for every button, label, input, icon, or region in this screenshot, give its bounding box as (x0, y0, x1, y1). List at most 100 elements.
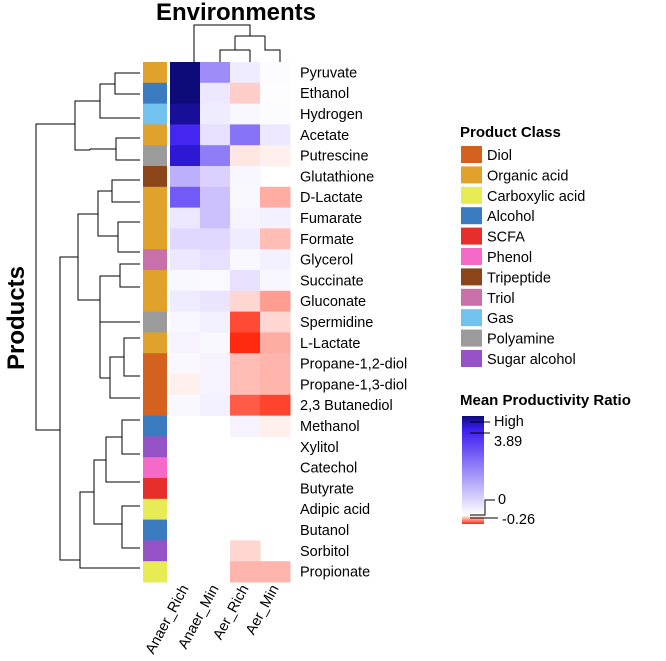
heatmap-cell (260, 270, 291, 292)
color-scale-bar (462, 416, 484, 524)
heatmap-cell (200, 394, 231, 417)
heatmap-cell (260, 332, 291, 354)
heatmap-cell (170, 166, 201, 188)
heatmap-cell (230, 124, 261, 146)
class-strip-cell (143, 332, 167, 354)
heatmap-cell (260, 311, 291, 333)
heatmap-cell (170, 311, 201, 333)
row-label: Glycerol (300, 253, 353, 269)
heatmap-cell (260, 374, 291, 396)
row-label: Pyruvate (300, 65, 357, 81)
heatmap-cell (260, 249, 291, 271)
color-scale-title: Mean Productivity Ratio (460, 392, 631, 409)
heatmap-cell (260, 145, 291, 167)
heatmap-cell (260, 353, 291, 375)
class-legend-title: Product Class (460, 124, 561, 141)
heatmap-cell (230, 270, 261, 292)
heatmap-cell (260, 290, 291, 313)
class-legend-swatch (461, 309, 482, 327)
row-labels: Pyruvate Ethanol Hydrogen Acetate Putrescine… (300, 65, 407, 580)
row-label: Succinate (300, 273, 364, 289)
heatmap-cell (230, 249, 261, 271)
class-legend-label: Sugar alcohol (487, 352, 576, 368)
heatmap-cells (170, 62, 291, 583)
row-label: Fumarate (300, 211, 362, 227)
heatmap-cell (260, 228, 291, 250)
row-label: Catechol (300, 461, 357, 477)
class-strip-cell (143, 311, 167, 333)
class-strip-cell (143, 82, 167, 105)
heatmap-cell (230, 186, 261, 209)
class-strip-cell (143, 290, 167, 313)
row-label: Formate (300, 232, 354, 248)
heatmap-cell (170, 145, 201, 167)
class-strip-cell (143, 145, 167, 167)
row-label: Spermidine (300, 315, 373, 331)
class-strip-cell (143, 166, 167, 188)
heatmap-cell (200, 207, 231, 229)
row-label: Propionate (300, 565, 370, 581)
heatmap-cell (200, 249, 231, 271)
heatmap-cell (200, 82, 231, 105)
class-strip-cell (143, 124, 167, 146)
class-legend-swatch (461, 146, 482, 163)
class-strip-cell (143, 103, 167, 125)
heatmap-cell (170, 249, 201, 271)
scale-label-max: 3.89 (494, 434, 522, 450)
row-label: Sorbitol (300, 544, 349, 560)
heatmap-cell (200, 332, 231, 354)
class-strip-cell (143, 561, 167, 583)
row-label: Propane-1,2-diol (300, 357, 407, 373)
class-legend-label: Polyamine (487, 332, 555, 348)
class-strip-cell (143, 519, 167, 541)
row-label: Acetate (300, 128, 349, 144)
heatmap-cell (230, 561, 261, 583)
class-strip-cell (143, 374, 167, 396)
heatmap-cell (200, 228, 231, 250)
heatmap-cell (230, 415, 261, 437)
class-strip-cell (143, 394, 167, 417)
heatmap-cell (200, 62, 231, 84)
class-strip-cell (143, 478, 167, 500)
class-legend-label: Tripeptide (487, 270, 551, 286)
heatmap-cell (170, 124, 201, 146)
heatmap-cell (230, 540, 261, 562)
heatmap-cell (170, 290, 201, 313)
row-label: D-Lactate (300, 190, 363, 206)
heatmap-cell (260, 186, 291, 209)
heatmap-cell (170, 82, 201, 105)
heatmap-cell (260, 561, 291, 583)
heatmap-cell (200, 166, 231, 188)
class-legend-swatch (461, 288, 482, 306)
heatmap-cell (170, 374, 201, 396)
class-strip-cell (143, 207, 167, 229)
heatmap-cell (230, 353, 261, 375)
class-strip-cell (143, 457, 167, 479)
heatmap-cell (170, 270, 201, 292)
row-dendrogram (35, 72, 140, 569)
row-label: Propane-1,3-diol (300, 377, 407, 393)
row-label: Butyrate (300, 481, 354, 497)
heatmap-cell (200, 353, 231, 375)
class-legend-label: Diol (487, 148, 512, 164)
y-axis-title: Products (3, 266, 30, 370)
class-legend-label: Phenol (487, 250, 532, 266)
heatmap-cell (230, 290, 261, 313)
class-legend-label: Alcohol (487, 209, 535, 225)
heatmap-cell (230, 394, 261, 417)
row-label: Hydrogen (300, 107, 363, 123)
class-strip-cell (143, 228, 167, 250)
heatmap-cell (230, 166, 261, 188)
class-legend-swatch (461, 329, 482, 347)
scale-tick-zero (470, 499, 495, 516)
heatmap-cell (230, 228, 261, 250)
heatmap-cell (200, 290, 231, 313)
heatmap-cell (200, 374, 231, 396)
row-label: Putrescine (300, 149, 369, 165)
class-strip-cell (143, 415, 167, 437)
heatmap-cell (170, 228, 201, 250)
row-label: Methanol (300, 419, 360, 435)
heatmap-cell (260, 124, 291, 146)
class-strip-cell (143, 62, 167, 84)
